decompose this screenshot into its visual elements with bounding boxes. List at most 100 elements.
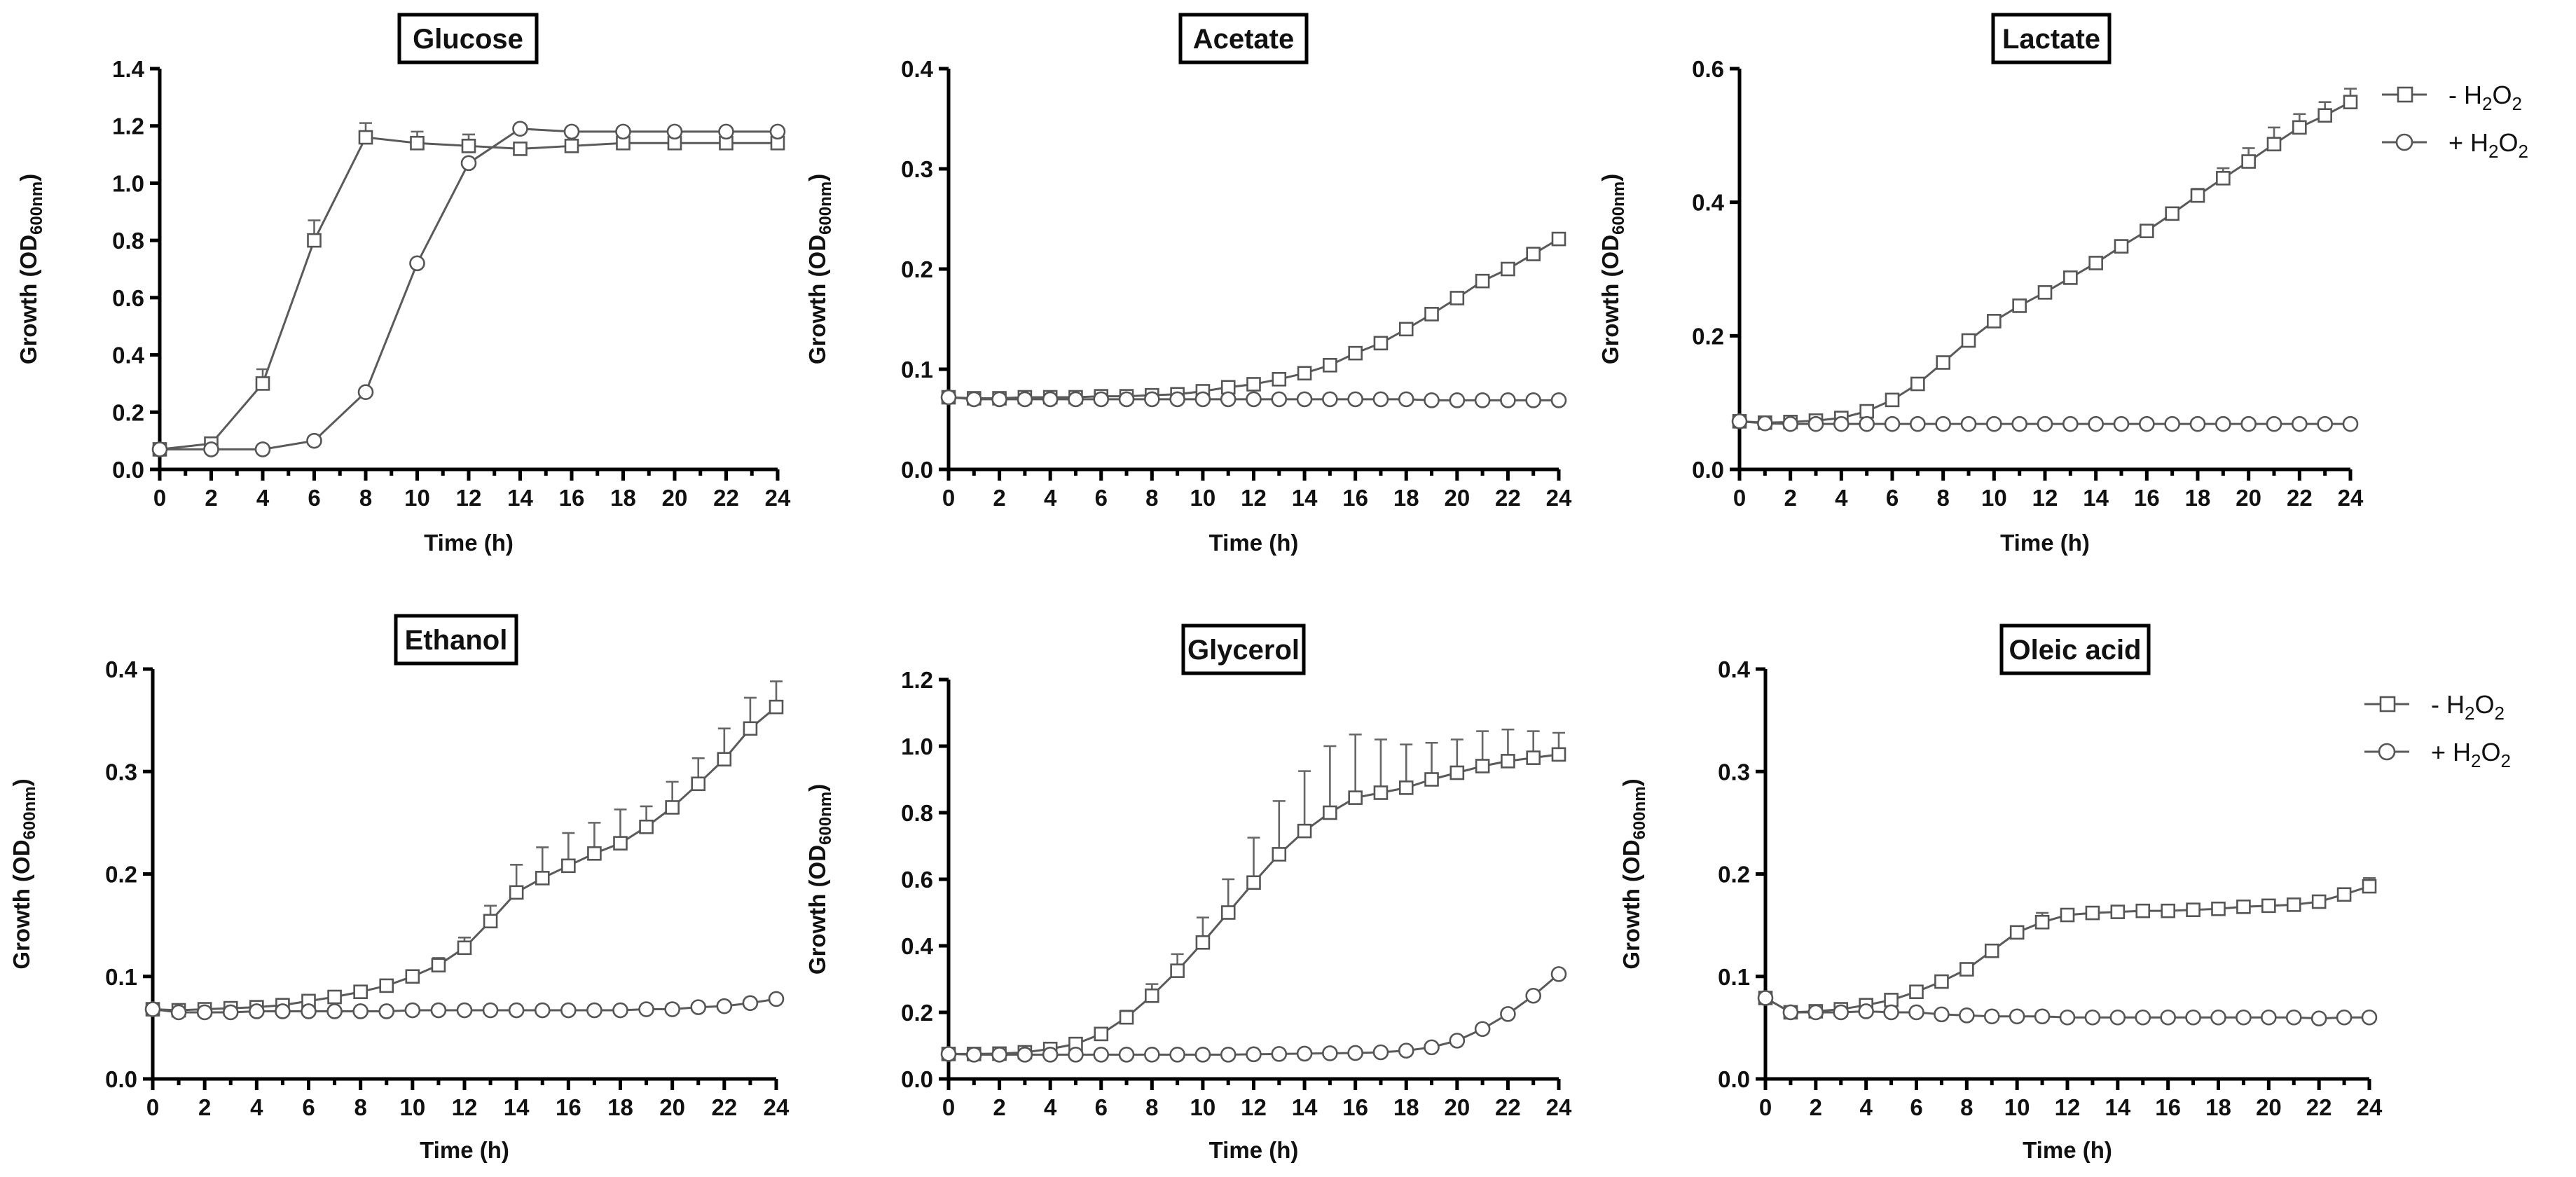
data-point-square xyxy=(2266,137,2282,152)
data-point-circle xyxy=(1883,1004,1899,1021)
x-tick-label: 8 xyxy=(354,1094,366,1120)
data-point-square xyxy=(461,139,476,153)
x-tick-label: 0 xyxy=(942,485,955,511)
series-line xyxy=(1765,885,2370,1014)
data-point-circle xyxy=(1986,415,2002,432)
data-point-circle xyxy=(1833,1004,1850,1021)
data-point-circle xyxy=(203,441,219,457)
data-point-square xyxy=(1984,943,1999,958)
data-point-square xyxy=(1246,875,1261,890)
series-minus-h2o2 xyxy=(152,122,785,457)
x-tick-label: 16 xyxy=(1342,485,1368,511)
data-point-circle xyxy=(1474,392,1491,408)
data-point-circle xyxy=(1347,1045,1363,1061)
data-point-square xyxy=(1119,1010,1134,1025)
title-box xyxy=(1999,624,2151,675)
data-point-square xyxy=(2034,914,2050,930)
data-point-square xyxy=(1272,371,1287,387)
data-point-square xyxy=(379,978,394,993)
series-minus-h2o2 xyxy=(1732,88,2358,430)
data-point-circle xyxy=(2310,1010,2327,1027)
data-point-square xyxy=(1323,805,1337,820)
data-point-square xyxy=(1501,754,1515,769)
x-tick-label: 0 xyxy=(153,485,166,511)
series-plus-h2o2 xyxy=(144,991,785,1021)
data-point-circle xyxy=(1118,1047,1135,1063)
data-point-circle xyxy=(1782,415,1798,432)
legend-circle-marker xyxy=(2378,743,2396,761)
data-point-circle xyxy=(1398,1042,1414,1059)
y-tick-label: 0.0 xyxy=(1718,1066,1750,1092)
data-point-circle xyxy=(718,123,734,140)
x-tick-label: 18 xyxy=(2185,485,2211,511)
data-point-circle xyxy=(1525,987,1542,1004)
data-point-square xyxy=(1348,790,1363,805)
data-point-circle xyxy=(2084,1009,2101,1026)
data-point-circle xyxy=(249,1003,265,1019)
x-tick-label: 18 xyxy=(1393,485,1419,511)
x-tick-label: 22 xyxy=(713,485,739,511)
data-point-square xyxy=(2311,894,2327,909)
data-point-square xyxy=(639,819,654,834)
data-point-circle xyxy=(196,1004,213,1021)
title-box xyxy=(1178,13,1309,64)
y-axis-title: Growth (OD600nm) xyxy=(1618,778,1649,969)
y-tick-label: 0.4 xyxy=(1692,190,1725,216)
data-point-circle xyxy=(1934,1006,1950,1023)
data-point-circle xyxy=(563,123,580,140)
data-point-circle xyxy=(1550,966,1567,982)
x-tick-label: 16 xyxy=(556,1094,581,1120)
y-tick-label: 0.2 xyxy=(1718,862,1750,888)
data-point-square xyxy=(1910,376,1925,392)
data-point-circle xyxy=(2189,415,2206,432)
x-tick-label: 14 xyxy=(1292,485,1318,511)
x-tick-label: 18 xyxy=(2205,1094,2231,1120)
data-point-circle xyxy=(2059,1009,2076,1026)
data-point-circle xyxy=(1017,391,1033,408)
y-tick-label: 0.3 xyxy=(901,156,933,182)
y-tick-label: 0.3 xyxy=(105,759,137,785)
data-point-circle xyxy=(991,391,1007,408)
data-point-circle xyxy=(508,1002,525,1019)
data-point-square xyxy=(1297,823,1312,839)
data-point-square xyxy=(1348,345,1363,361)
data-point-circle xyxy=(1194,1047,1211,1063)
y-tick-label: 0.2 xyxy=(901,256,933,282)
data-point-square xyxy=(1526,247,1541,261)
data-point-circle xyxy=(1169,391,1185,408)
data-point-circle xyxy=(1500,1006,1516,1022)
data-point-circle xyxy=(742,995,759,1012)
title-box xyxy=(1991,13,2112,64)
data-point-circle xyxy=(2342,415,2359,432)
data-point-square xyxy=(1475,759,1490,773)
data-point-square xyxy=(1170,963,1185,978)
x-tick-label: 0 xyxy=(942,1094,955,1120)
x-tick-label: 8 xyxy=(1960,1094,1973,1120)
x-tick-label: 6 xyxy=(1886,485,1899,511)
data-point-circle xyxy=(2135,1009,2151,1026)
x-tick-label: 6 xyxy=(1095,1094,1108,1120)
data-point-circle xyxy=(1424,392,1440,408)
data-point-circle xyxy=(2009,1008,2025,1025)
data-point-circle xyxy=(170,1004,187,1021)
data-point-square xyxy=(564,139,579,153)
data-point-circle xyxy=(664,1001,680,1017)
data-point-square xyxy=(1475,273,1490,289)
data-point-circle xyxy=(1271,1046,1288,1062)
data-point-circle xyxy=(1144,391,1160,408)
x-tick-label: 2 xyxy=(198,1094,211,1120)
data-point-circle xyxy=(1042,391,1059,408)
data-point-circle xyxy=(612,1002,628,1019)
y-tick-label: 0.4 xyxy=(901,56,934,82)
x-axis-title: Time (h) xyxy=(2000,530,2090,556)
data-point-circle xyxy=(1757,990,1774,1006)
data-point-circle xyxy=(1858,1003,1874,1019)
data-point-square xyxy=(410,135,425,151)
legend: - H2O2 + H2O2 xyxy=(2382,81,2528,162)
x-tick-label: 8 xyxy=(1145,1094,1158,1120)
y-tick-label: 0.0 xyxy=(112,457,144,483)
data-point-square xyxy=(561,858,576,874)
data-point-square xyxy=(1246,377,1261,392)
